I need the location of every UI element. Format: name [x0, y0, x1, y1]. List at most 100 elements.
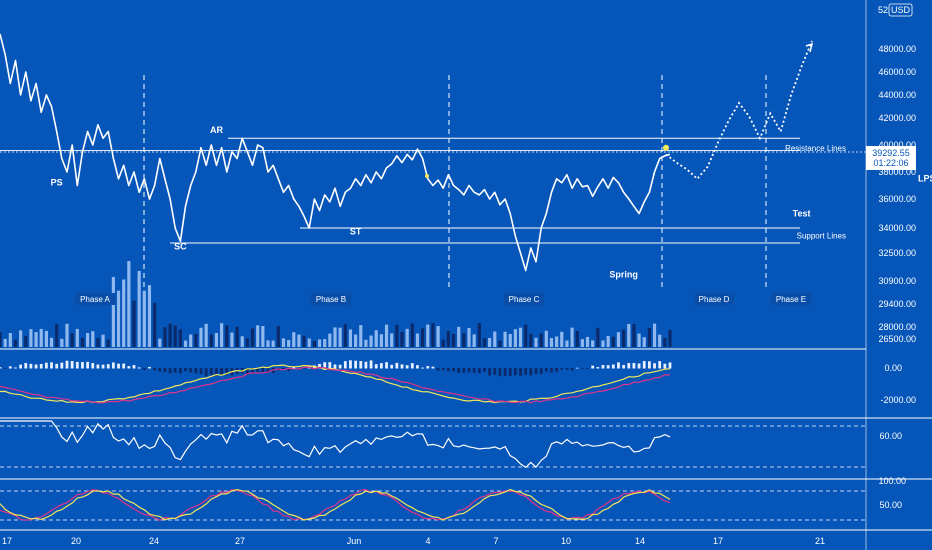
- macd-bar: [472, 368, 476, 373]
- macd-bar: [534, 368, 538, 374]
- volume-bar: [477, 323, 481, 347]
- volume-bar: [235, 326, 239, 347]
- volume-bar: [467, 328, 471, 347]
- volume-bar: [606, 335, 610, 347]
- volume-bar: [250, 328, 255, 347]
- macd-bar: [359, 361, 363, 369]
- volume-bar: [333, 327, 337, 347]
- volume-bar: [132, 300, 136, 347]
- annotation-label: PS: [51, 178, 63, 188]
- price-tick-label: 42000.00: [878, 113, 916, 123]
- macd-bar: [405, 365, 409, 369]
- macd-bar: [96, 364, 100, 369]
- price-tick-label: 32500.00: [878, 248, 916, 258]
- volume-bar: [575, 331, 579, 347]
- phase-label-box: [311, 293, 351, 305]
- stoch-d-line: [0, 488, 671, 521]
- macd-bar: [622, 364, 626, 369]
- volume-bar: [369, 335, 373, 347]
- macd-bar: [70, 361, 74, 369]
- macd-bar: [550, 368, 553, 373]
- last-price-marker: [663, 144, 669, 151]
- macd-bar: [338, 364, 342, 369]
- volume-bar: [544, 330, 548, 347]
- macd-bar: [647, 361, 651, 369]
- macd-bar: [446, 368, 450, 372]
- macd-bar: [565, 368, 569, 370]
- volume-bar: [209, 334, 213, 347]
- volume-bar: [183, 340, 188, 347]
- macd-bar: [173, 368, 177, 373]
- annotation-label: ST: [350, 227, 362, 237]
- volume-bar: [642, 337, 646, 347]
- macd-bar: [663, 363, 667, 369]
- phase-label-box: [75, 293, 115, 305]
- volume-bar: [29, 329, 33, 347]
- volume-bar: [147, 285, 152, 347]
- macd-bar: [467, 368, 471, 373]
- time-axis-label: 10: [561, 536, 571, 546]
- macd-bar: [0, 367, 2, 369]
- volume-bars: [0, 261, 672, 347]
- volume-bar: [493, 331, 497, 347]
- macd-bar: [127, 366, 131, 369]
- macd-bar: [498, 368, 502, 377]
- phase-label-box: [771, 293, 811, 305]
- macd-bar: [189, 368, 193, 373]
- macd-bar: [379, 363, 383, 369]
- macd-bar: [421, 367, 425, 369]
- volume-bar: [137, 270, 141, 347]
- time-axis-label: 20: [71, 536, 81, 546]
- volume-bar: [426, 324, 430, 347]
- macd-tick-label: -2000.00: [880, 395, 916, 405]
- macd-bar: [354, 360, 358, 369]
- macd-bar: [163, 368, 167, 372]
- price-line: [0, 33, 671, 272]
- volume-bar: [570, 327, 574, 347]
- currency-box: [888, 3, 913, 17]
- macd-bar: [642, 361, 646, 369]
- volume-bar: [297, 334, 301, 347]
- volume-bar: [153, 302, 157, 347]
- macd-bar: [34, 364, 38, 369]
- macd-bar: [111, 362, 115, 369]
- macd-bar: [436, 368, 440, 371]
- volume-bar: [457, 326, 461, 347]
- macd-bar: [555, 368, 559, 372]
- macd-bar: [302, 368, 306, 369]
- volume-bar: [462, 333, 466, 347]
- volume-bar: [317, 339, 322, 347]
- volume-bar: [601, 340, 605, 347]
- volume-bar: [34, 332, 38, 347]
- projection-path: [665, 40, 813, 181]
- volume-bar: [348, 329, 353, 347]
- macd-bar: [184, 368, 187, 372]
- macd-tick-label: 0.00: [884, 363, 902, 373]
- projection-arrowhead: [805, 42, 814, 53]
- macd-bar: [209, 368, 213, 375]
- volume-bar: [539, 333, 543, 347]
- volume-bar: [173, 325, 177, 347]
- macd-bar: [3, 368, 7, 369]
- volume-bar: [549, 338, 554, 347]
- volume-bar: [379, 334, 383, 347]
- volume-bar: [622, 329, 626, 347]
- volume-bar: [611, 336, 615, 347]
- volume-bar: [312, 340, 316, 347]
- volume-bar: [142, 290, 146, 347]
- macd-bar: [524, 368, 528, 375]
- phase-label: Phase B: [316, 295, 346, 304]
- price-tick-label: 40000.00: [878, 140, 916, 150]
- volume-bar: [441, 339, 445, 347]
- macd-bar: [55, 363, 59, 369]
- rsi-tick-label: 60.00: [879, 431, 902, 441]
- macd-bar: [369, 360, 373, 369]
- macd-bar: [137, 367, 141, 369]
- annotation-label: LPS: [918, 173, 932, 183]
- macd-bar: [488, 368, 492, 376]
- annotation-label: Spring: [609, 270, 638, 280]
- price-tick-label: 26500.00: [878, 334, 916, 344]
- volume-bar: [271, 340, 275, 347]
- macd-bar: [560, 368, 564, 370]
